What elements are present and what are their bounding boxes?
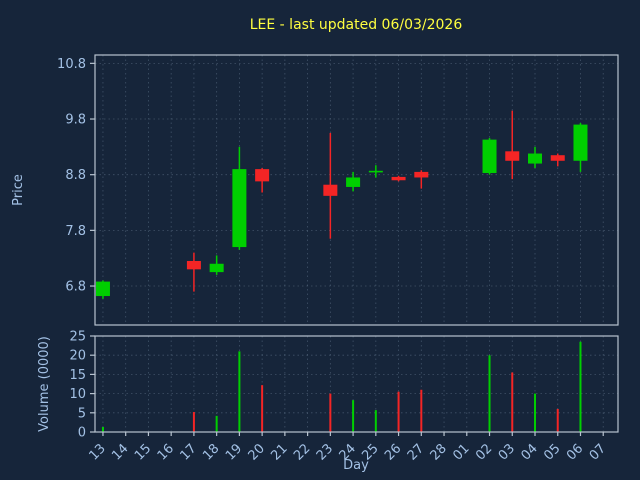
candle-body <box>95 281 110 297</box>
candle-body <box>414 171 429 178</box>
candle-body <box>550 155 565 161</box>
candle-body <box>368 170 383 173</box>
candle-body <box>346 177 361 187</box>
price-plot-frame <box>94 54 619 326</box>
candle-body <box>391 176 406 181</box>
data-layer <box>95 110 588 432</box>
price-tick-label: 8.8 <box>65 168 86 183</box>
volume-tick-label: 20 <box>69 349 86 364</box>
day-axis-label: Day <box>343 458 369 473</box>
candle-body <box>209 263 224 273</box>
price-tick-label: 9.8 <box>65 113 86 128</box>
volume-tick-label: 25 <box>69 330 86 345</box>
price-tick-label: 6.8 <box>65 280 86 295</box>
candle-body <box>482 139 497 174</box>
candle-body <box>505 151 520 161</box>
candle-body <box>323 184 338 196</box>
volume-tick-label: 15 <box>69 368 86 383</box>
chart-title: LEE - last updated 06/03/2026 <box>250 17 463 33</box>
volume-tick-label: 5 <box>78 406 86 421</box>
volume-tick-label: 10 <box>69 387 86 402</box>
candle-body <box>528 153 543 164</box>
volume-plot-frame <box>94 335 619 433</box>
candle-body <box>232 169 247 248</box>
candle-body <box>255 169 270 182</box>
volume-axis-label: Volume (0000) <box>37 336 52 432</box>
price-tick-label: 7.8 <box>65 224 86 239</box>
candle-body <box>573 124 588 161</box>
price-axis-label: Price <box>11 174 26 206</box>
candle-body <box>186 260 201 270</box>
volume-tick-label: 0 <box>78 426 86 441</box>
price-tick-label: 10.8 <box>57 57 86 72</box>
